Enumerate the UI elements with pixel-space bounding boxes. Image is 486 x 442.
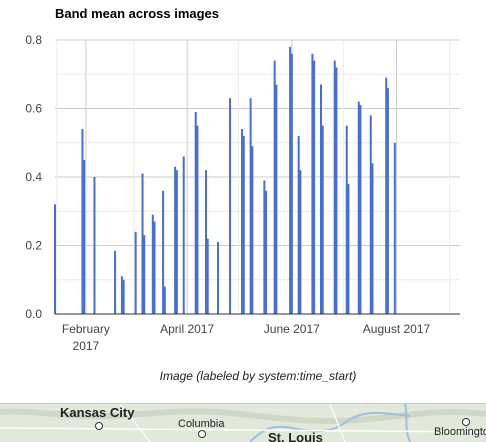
bar xyxy=(206,238,209,314)
bar xyxy=(174,166,177,314)
bar xyxy=(83,159,86,314)
bar xyxy=(335,67,338,315)
bar xyxy=(205,170,208,314)
bar xyxy=(321,125,324,314)
bar xyxy=(175,170,178,314)
bar xyxy=(299,170,302,314)
bar xyxy=(371,163,374,314)
city-label-st-louis[interactable]: St. Louis xyxy=(268,430,323,442)
bar xyxy=(319,84,322,315)
bar xyxy=(134,231,137,314)
x-tick-label: 2017 xyxy=(73,339,100,353)
bar xyxy=(297,135,300,314)
bar xyxy=(357,101,360,315)
bar xyxy=(359,105,362,314)
bar xyxy=(151,214,154,314)
city-label-columbia[interactable]: Columbia xyxy=(178,418,225,430)
bar xyxy=(217,242,220,314)
bar xyxy=(263,180,266,314)
bar xyxy=(251,146,254,314)
bar xyxy=(290,53,293,314)
bar xyxy=(241,129,244,314)
bar xyxy=(81,129,84,314)
bar xyxy=(162,190,165,314)
bar xyxy=(345,125,348,314)
bar xyxy=(196,125,199,314)
y-tick-label: 0.6 xyxy=(25,102,42,116)
city-marker-bloomington[interactable] xyxy=(462,418,470,426)
bar xyxy=(242,135,245,314)
bar-series xyxy=(54,46,396,315)
x-tick-label: April 2017 xyxy=(160,322,214,336)
bar xyxy=(143,235,146,314)
bar xyxy=(163,286,166,314)
y-tick-label: 0.4 xyxy=(25,170,42,184)
bar xyxy=(369,115,372,314)
bar xyxy=(120,276,123,314)
chart-title: Band mean across images xyxy=(55,6,219,21)
bar xyxy=(153,221,156,314)
city-marker-kansas-city[interactable] xyxy=(95,422,103,430)
bar xyxy=(182,156,185,314)
bar xyxy=(347,183,350,314)
bar xyxy=(311,53,314,314)
bar xyxy=(273,60,276,314)
y-tick-label: 0.2 xyxy=(25,239,42,253)
band-mean-chart: Band mean across images 0.0 0.2 0.4 0.6 0.8 F… xyxy=(25,6,460,383)
x-tick-label: June 2017 xyxy=(264,322,320,336)
map-background xyxy=(0,404,486,442)
x-tick-label: February xyxy=(62,322,110,336)
chart-panel: Band mean across images 0.0 0.2 0.4 0.6 0.8 F… xyxy=(25,6,460,383)
bar xyxy=(194,111,197,314)
bar xyxy=(141,173,144,314)
bar xyxy=(249,98,252,314)
city-marker-columbia[interactable] xyxy=(198,430,206,438)
y-tick-label: 0.8 xyxy=(25,33,42,47)
bar xyxy=(54,204,56,314)
bar xyxy=(114,250,117,314)
bar xyxy=(93,177,96,314)
bar xyxy=(229,98,232,314)
city-label-bloomington[interactable]: Bloomingto xyxy=(434,426,486,438)
x-tick-label: August 2017 xyxy=(363,322,431,336)
bar xyxy=(289,46,292,314)
bar xyxy=(386,87,389,314)
x-axis-title: Image (labeled by system:time_start) xyxy=(160,369,357,383)
bar xyxy=(333,60,336,314)
map-preview[interactable]: Kansas City Columbia St. Louis Bloomingt… xyxy=(0,403,486,442)
bar xyxy=(275,84,278,315)
bar xyxy=(122,279,125,314)
bar xyxy=(313,60,316,314)
tick-labels: 0.0 0.2 0.4 0.6 0.8 February 2017 April 2017 Jun… xyxy=(25,33,430,353)
bar xyxy=(393,142,396,314)
bar xyxy=(385,77,388,314)
bar xyxy=(265,190,268,314)
y-tick-label: 0.0 xyxy=(25,307,42,321)
city-label-kansas-city[interactable]: Kansas City xyxy=(60,405,135,420)
